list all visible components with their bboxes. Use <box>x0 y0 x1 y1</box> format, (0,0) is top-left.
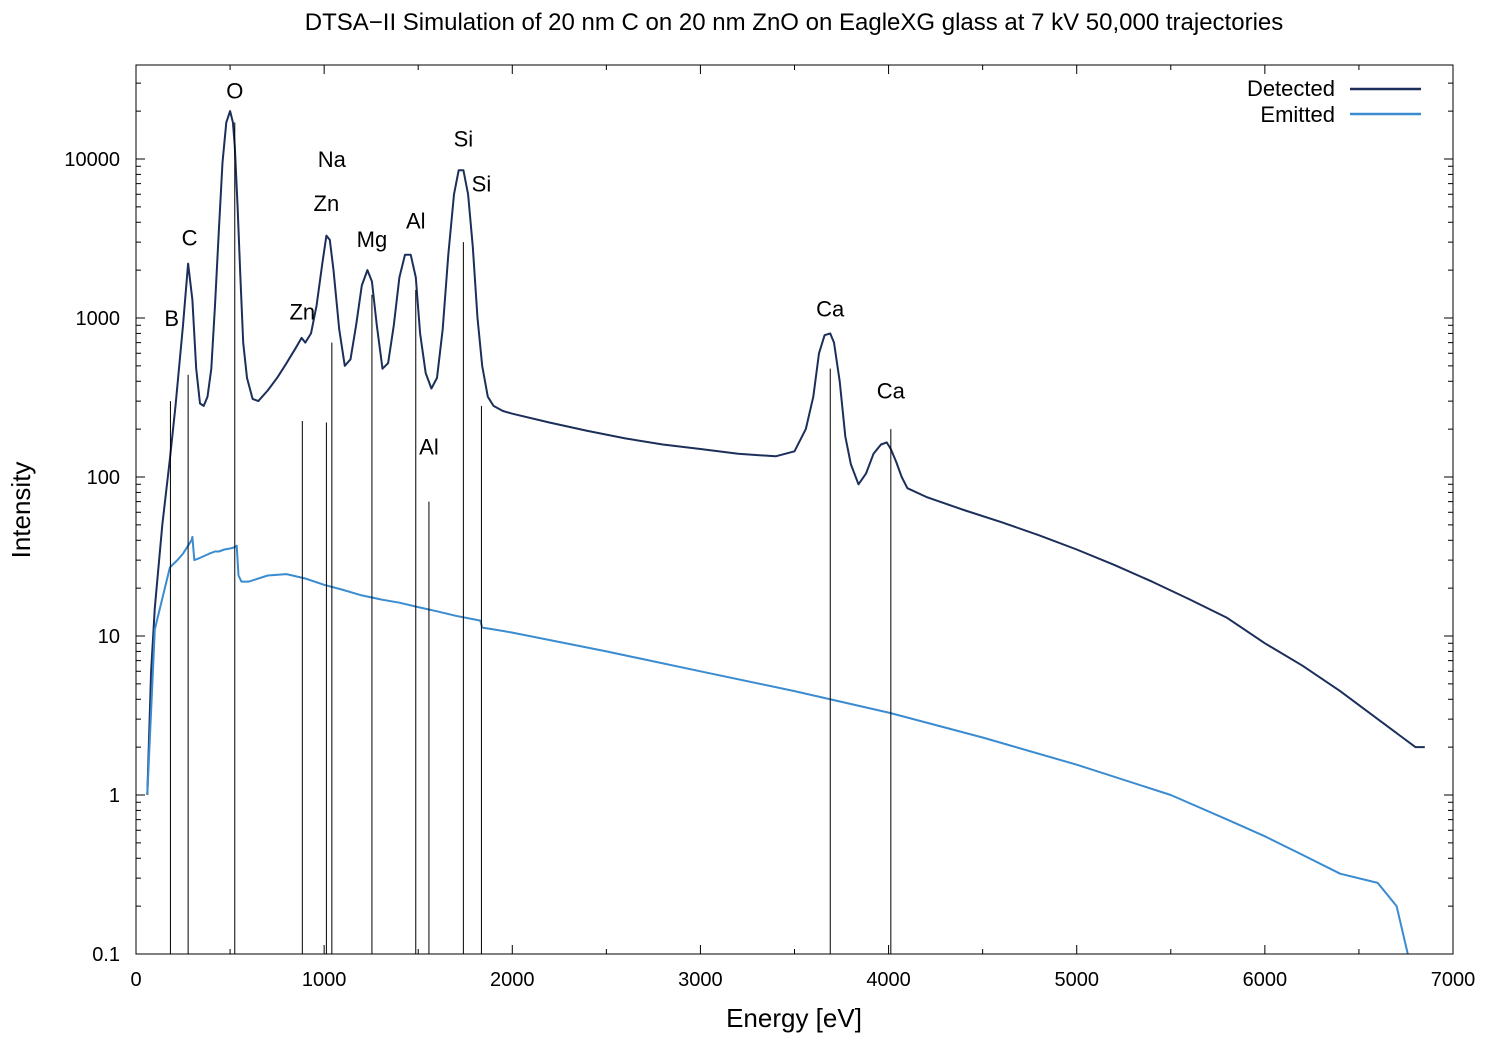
axis-ticks: 0 1000 2000 3000 4000 5000 6000 7000 0.1 1 10 100 10… <box>64 65 1475 991</box>
y-tick-label: 0.1 <box>92 944 120 966</box>
peak-label: Al <box>419 435 439 460</box>
legend: Detected Emitted <box>1247 76 1421 127</box>
peak-label: Na <box>318 147 347 172</box>
y-tick-label: 10000 <box>64 149 120 171</box>
peak-label: Si <box>454 126 474 151</box>
x-tick-label: 7000 <box>1431 969 1476 991</box>
x-tick-label: 2000 <box>490 969 535 991</box>
y-tick-label: 1 <box>109 785 120 807</box>
x-tick-label: 1000 <box>302 969 347 991</box>
legend-label-detected: Detected <box>1247 76 1335 101</box>
peak-label: O <box>226 78 243 103</box>
peak-label: Zn <box>314 191 340 216</box>
x-tick-label: 4000 <box>866 969 911 991</box>
y-tick-label: 1000 <box>76 308 121 330</box>
peak-label: Mg <box>357 227 388 252</box>
series-line-emitted <box>146 535 1409 955</box>
chart-title: DTSA−II Simulation of 20 nm C on 20 nm Z… <box>305 9 1284 36</box>
series-line-detected <box>146 110 1425 796</box>
peak-label: Si <box>472 172 492 197</box>
x-axis-label: Energy [eV] <box>726 1003 862 1033</box>
x-tick-label: 5000 <box>1054 969 1099 991</box>
peak-label: Al <box>406 209 426 234</box>
peak-label: Ca <box>877 378 906 403</box>
peak-label: Zn <box>289 299 315 324</box>
peak-label: B <box>164 306 179 331</box>
peak-label: Ca <box>816 296 845 321</box>
x-tick-label: 3000 <box>678 969 723 991</box>
x-tick-label: 0 <box>130 969 141 991</box>
plot-area: O C B Na Zn Zn Mg Al Al Si Si Ca Ca <box>146 78 1425 955</box>
y-axis-label: Intensity <box>6 462 36 559</box>
legend-label-emitted: Emitted <box>1260 102 1335 127</box>
y-tick-label: 100 <box>87 467 120 489</box>
y-tick-label: 10 <box>98 626 120 648</box>
x-tick-label: 6000 <box>1243 969 1288 991</box>
peak-label: C <box>182 226 198 251</box>
